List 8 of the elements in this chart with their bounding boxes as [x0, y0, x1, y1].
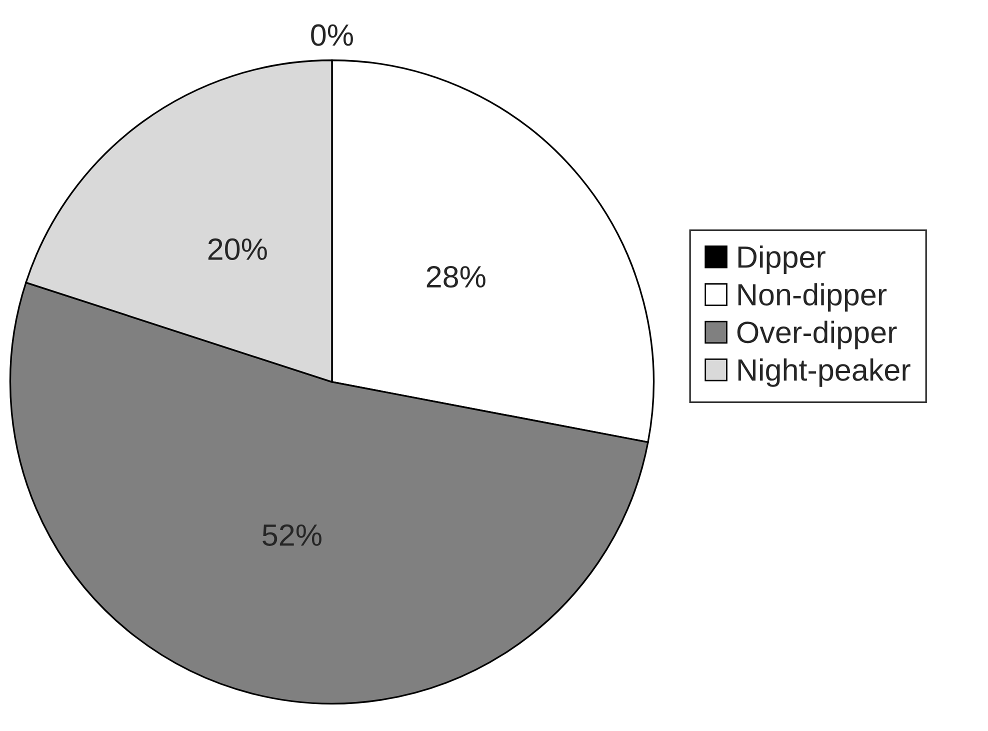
text: 0%	[311, 24, 353, 46]
data-label: 52%	[262, 524, 322, 546]
legend-label: Non-dipper	[738, 283, 887, 312]
legend-label: Over-dipper	[737, 320, 897, 350]
legend-label: Night-peaker	[738, 358, 910, 387]
data-label: 28%	[426, 266, 486, 288]
legend-label: Dipper	[738, 245, 826, 274]
data-label: 20%	[208, 238, 267, 260]
